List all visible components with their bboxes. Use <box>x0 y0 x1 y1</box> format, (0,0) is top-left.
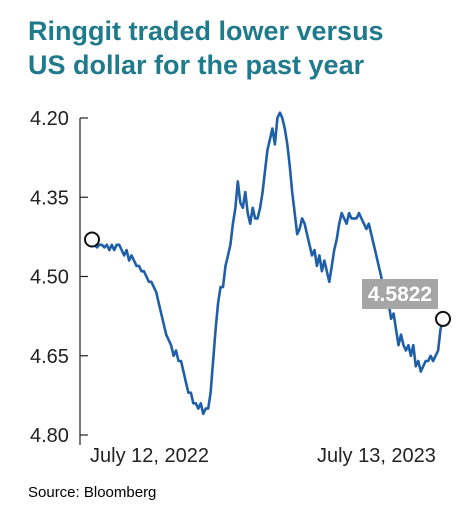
y-tick-label: 4.35 <box>30 187 69 209</box>
x-tick-label: July 13, 2023 <box>317 445 436 467</box>
start-marker <box>84 231 100 248</box>
y-axis-ticks: 4.20 4.35 4.50 4.65 4.80 <box>30 108 88 447</box>
y-tick-label: 4.50 <box>30 267 69 289</box>
y-tick-label: 4.20 <box>30 108 69 130</box>
chart-title: Ringgit traded lower versus US dollar fo… <box>28 14 458 82</box>
chart-title-line-2: US dollar for the past year <box>28 50 365 80</box>
callout-value: 4.5822 <box>368 283 432 306</box>
y-tick-label: 4.80 <box>30 425 69 447</box>
callout-box <box>362 279 438 309</box>
chart-title-line-1: Ringgit traded lower versus <box>28 16 384 46</box>
x-tick-label: July 12, 2022 <box>90 445 209 467</box>
x-axis-ticks: July 12, 2022 July 13, 2023 <box>90 445 436 467</box>
series-line <box>90 111 445 416</box>
last-value-callout: 4.5822 <box>362 279 438 309</box>
source-note: Source: Bloomberg <box>28 484 157 501</box>
endpoint-markers <box>84 231 451 327</box>
y-tick-label: 4.65 <box>30 346 69 368</box>
end-marker <box>435 310 451 327</box>
